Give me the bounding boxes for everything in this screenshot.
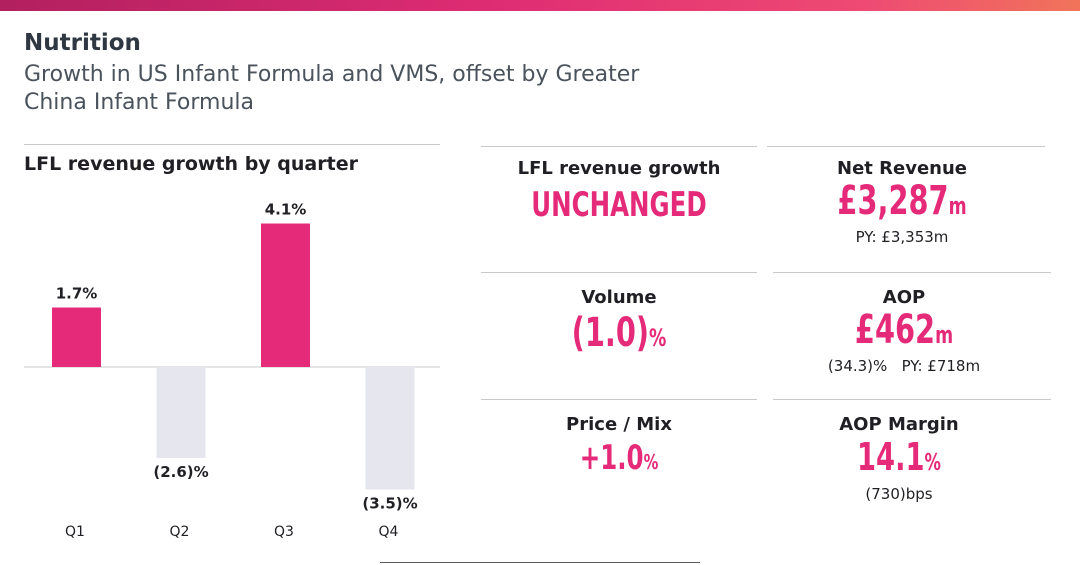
bar-q1	[52, 307, 101, 367]
page-subtitle: Growth in US Infant Formula and VMS, off…	[24, 62, 640, 115]
category-label: Q3	[274, 524, 294, 540]
kpi-label: AOP	[882, 287, 926, 308]
kpi-value: +1.0%	[520, 435, 719, 485]
kpi-volume: Volume (1.0)%	[481, 287, 757, 363]
kpi-margin-change: (730)bps	[865, 485, 933, 503]
kpi-unit: m	[935, 321, 954, 349]
data-label: 1.7%	[56, 285, 98, 303]
kpi-label: Net Revenue	[837, 158, 967, 179]
data-label: (2.6)%	[153, 463, 208, 481]
divider	[481, 146, 757, 147]
divider	[481, 272, 757, 273]
divider	[773, 272, 1051, 273]
bar-q3	[261, 223, 310, 367]
category-label: Q1	[65, 524, 85, 540]
kpi-value-text: 14.1	[857, 435, 925, 479]
divider	[481, 399, 757, 400]
kpi-value: £3,287m	[805, 179, 999, 228]
kpi-value-text: £3,287	[837, 178, 949, 224]
kpi-value-text: +1.0	[579, 438, 644, 478]
kpi-label: LFL revenue growth	[517, 158, 721, 179]
kpi-unit: %	[924, 450, 941, 476]
divider	[380, 562, 700, 563]
kpi-label: AOP Margin	[839, 414, 959, 435]
kpi-value-text: £462	[854, 307, 936, 353]
kpi-change-and-prior-year: (34.3)% PY: £718m	[827, 357, 981, 375]
bar-q4	[365, 367, 415, 490]
category-label: Q2	[170, 524, 190, 540]
chart-title: LFL revenue growth by quarter	[24, 153, 358, 175]
kpi-value: £462m	[810, 308, 999, 357]
kpi-price-mix: Price / Mix +1.0%	[481, 414, 757, 485]
kpi-net-revenue: Net Revenue £3,287m PY: £3,353m	[767, 158, 1037, 246]
category-label: Q4	[379, 524, 399, 540]
kpi-aop-margin: AOP Margin 14.1% (730)bps	[773, 414, 1025, 503]
data-label: 4.1%	[265, 201, 307, 219]
kpi-value: UNCHANGED	[520, 185, 719, 225]
data-label: (3.5)%	[362, 495, 417, 513]
bar-q2	[156, 367, 206, 458]
kpi-label: Volume	[581, 287, 657, 308]
top-accent-bar	[0, 0, 1080, 11]
divider	[24, 144, 440, 145]
kpi-lfl-revenue-growth: LFL revenue growth UNCHANGED	[481, 158, 757, 225]
kpi-label: Price / Mix	[566, 414, 672, 435]
divider	[767, 146, 1045, 147]
kpi-value-text: UNCHANGED	[531, 185, 707, 225]
section-title: Nutrition	[24, 30, 141, 56]
kpi-unit: %	[643, 450, 659, 474]
kpi-unit: %	[649, 324, 667, 352]
divider	[773, 399, 1051, 400]
kpi-value-text: (1.0)	[571, 310, 650, 356]
kpi-prior-year: PY: £3,353m	[855, 228, 949, 246]
kpi-unit: m	[948, 192, 967, 220]
kpi-value: (1.0)%	[520, 308, 719, 363]
kpi-aop: AOP £462m (34.3)% PY: £718m	[773, 287, 1035, 375]
kpi-value: 14.1%	[808, 435, 989, 485]
lfl-revenue-chart: 1.7% Q1 (2.6)% Q2 4.1% Q3 (3.5)% Q4	[24, 201, 440, 540]
